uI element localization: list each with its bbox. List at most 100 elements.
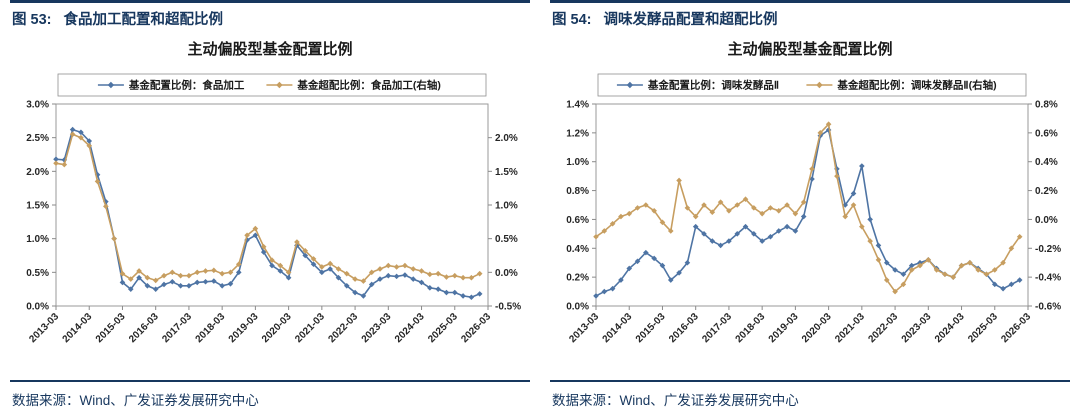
marker-diamond [850,190,857,197]
figure-53-data-source: 数据来源：Wind、广发证券发展研究中心 [10,380,530,417]
marker-diamond [825,127,832,133]
x-axis-tick: 2020-03 [260,311,294,345]
marker-diamond [601,288,608,295]
marker-diamond [676,270,682,276]
marker-diamond [269,262,275,269]
figure-54-caption: 图 54: 调味发酵品配置和超配比例 [550,0,1070,30]
marker-diamond [276,81,283,89]
marker-diamond [443,289,450,296]
marker-diamond [983,271,990,278]
right-axis-tick: -0.2% [1035,244,1061,255]
marker-diamond [759,210,765,217]
marker-diamond [152,286,159,292]
marker-diamond [119,279,126,286]
x-axis-tick: 2026-03 [999,311,1033,345]
marker-diamond [244,232,250,239]
marker-diamond [186,272,192,279]
right-axis-tick: 0.0% [495,268,518,279]
left-axis-tick: 0.4% [566,244,589,255]
right-axis-tick: 2.0% [495,133,518,144]
marker-diamond [875,257,882,263]
x-axis-tick: 2014-03 [601,311,635,345]
marker-diamond [368,281,375,288]
marker-diamond [136,268,142,274]
marker-diamond [385,272,392,279]
marker-diamond [368,269,375,276]
marker-diamond [775,228,782,234]
marker-diamond [726,207,732,214]
marker-diamond [817,130,824,136]
marker-diamond [119,270,126,277]
marker-diamond [260,243,267,250]
marker-diamond [319,269,325,276]
marker-diamond [1000,259,1006,266]
figure-53-caption: 图 53: 食品加工配置和超配比例 [10,0,530,30]
marker-diamond [800,199,807,205]
marker-diamond [825,121,832,127]
marker-diamond [751,205,757,211]
series-line-0 [595,128,1021,297]
right-axis-tick: -0.5% [495,302,521,313]
marker-diamond [892,267,898,273]
marker-diamond [692,223,699,230]
marker-diamond [53,160,59,167]
marker-diamond [144,274,151,281]
marker-diamond [859,223,865,230]
marker-diamond [618,277,624,283]
series-line-1 [595,122,1021,293]
right-axis-tick: -0.4% [1035,273,1061,284]
marker-diamond [676,177,682,184]
marker-diamond [177,283,184,289]
marker-diamond [393,273,400,280]
marker-diamond [252,232,259,239]
marker-diamond [1016,233,1023,240]
left-axis-tick: 2.0% [26,167,49,178]
marker-diamond [950,274,957,280]
marker-diamond [161,272,167,279]
left-axis-tick: 1.0% [26,234,49,245]
left-axis-tick: 2.5% [26,133,49,144]
marker-diamond [285,269,292,276]
left-axis-tick: 0.0% [566,302,589,313]
marker-diamond [377,276,383,282]
figure-53-title: 食品加工配置和超配比例 [63,12,224,28]
marker-diamond [643,249,649,256]
left-axis-tick: 1.0% [566,157,589,168]
marker-diamond [451,289,458,296]
marker-diamond [883,259,890,266]
marker-diamond [991,267,998,273]
legend-label-0: 基金配置比例：食品加工 [128,79,245,92]
marker-diamond [601,228,608,234]
x-axis-tick: 2018-03 [194,311,228,345]
x-axis-tick: 2019-03 [767,311,801,345]
marker-diamond [609,285,616,292]
marker-diamond [800,213,807,220]
right-axis-tick: 0.0% [1035,215,1058,226]
figure-53-number: 图 53: [12,12,52,28]
marker-diamond [933,267,940,273]
marker-diamond [410,266,417,272]
figure-54-number: 图 54: [552,12,592,28]
x-axis-tick: 2019-03 [227,311,261,345]
x-axis-tick: 2023-03 [900,311,934,345]
marker-diamond [609,220,616,227]
marker-diamond [393,264,400,270]
marker-diamond [202,278,209,285]
marker-diamond [136,274,142,281]
marker-diamond [227,280,234,287]
marker-diamond [593,293,599,299]
right-axis-tick: -0.6% [1035,302,1061,313]
marker-diamond [908,267,915,273]
marker-diamond [86,142,93,149]
x-axis-tick: 2022-03 [866,311,900,345]
marker-diamond [227,269,234,276]
right-axis-tick: 1.0% [495,201,518,212]
marker-diamond [859,163,865,169]
marker-diamond [402,262,408,269]
marker-diamond [643,202,649,208]
x-axis-tick: 2022-03 [326,311,360,345]
right-axis-tick: 1.5% [495,167,518,178]
x-axis-tick: 2016-03 [667,311,701,345]
marker-diamond [460,293,466,299]
marker-diamond [1008,281,1015,288]
